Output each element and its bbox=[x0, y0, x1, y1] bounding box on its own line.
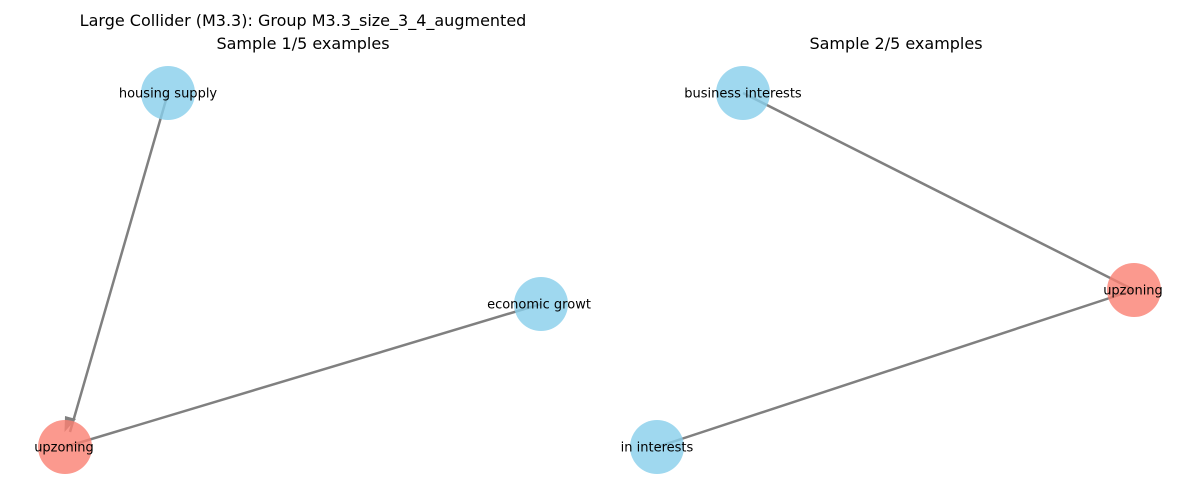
node-upzoning-panel-2-label: upzoning bbox=[1103, 284, 1163, 299]
node-upzoning-panel-2: upzoning bbox=[1103, 263, 1163, 317]
edge-economic-growt-to-upzoning bbox=[64, 302, 542, 449]
node-housing-supply-circle bbox=[141, 66, 195, 120]
node-economic-growt-label: economic growt bbox=[487, 298, 591, 313]
node-business-interests: business interests bbox=[684, 66, 802, 120]
panel-sample-1: Large Collider (M3.3): Group M3.3_size_3… bbox=[34, 11, 591, 474]
node-economic-growt-circle bbox=[514, 277, 568, 331]
node-housing-supply: housing supply bbox=[119, 66, 218, 120]
node-upzoning-panel-2-circle bbox=[1107, 263, 1161, 317]
node-upzoning-panel-1-label: upzoning bbox=[34, 441, 94, 456]
node-business-interests-label: business interests bbox=[684, 87, 802, 102]
node-upzoning-panel-1: upzoning bbox=[34, 420, 94, 474]
edge-housing-supply-to-upzoning bbox=[68, 92, 170, 433]
edge-business-interests-to-upzoning bbox=[742, 91, 1135, 292]
panel-1-title-line-2: Sample 1/5 examples bbox=[216, 34, 389, 53]
node-in-interests-circle bbox=[630, 420, 684, 474]
edge-in-interests-to-upzoning bbox=[656, 288, 1135, 449]
panel-sample-2: Sample 2/5 examples business interests u… bbox=[621, 34, 1163, 474]
node-in-interests: in interests bbox=[621, 420, 694, 474]
node-housing-supply-label: housing supply bbox=[119, 87, 218, 102]
panel-1-title-line-1: Large Collider (M3.3): Group M3.3_size_3… bbox=[80, 11, 527, 31]
panel-2-title-line-2: Sample 2/5 examples bbox=[809, 34, 982, 53]
node-business-interests-circle bbox=[716, 66, 770, 120]
node-upzoning-panel-1-circle bbox=[38, 420, 92, 474]
node-in-interests-label: in interests bbox=[621, 441, 694, 456]
node-economic-growt: economic growt bbox=[487, 277, 591, 331]
